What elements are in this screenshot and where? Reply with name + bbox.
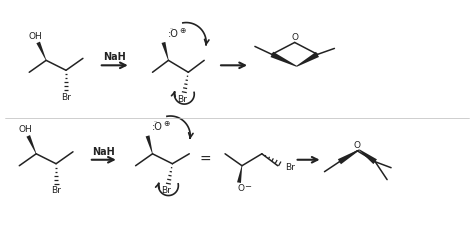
Text: Br: Br [285,163,295,172]
Text: Br: Br [51,186,61,195]
Polygon shape [237,166,242,183]
Text: ..: .. [169,25,173,30]
Text: Br: Br [177,95,187,104]
Polygon shape [359,149,377,164]
Text: ⊕: ⊕ [163,119,170,128]
Text: NaH: NaH [92,147,115,157]
Polygon shape [36,42,46,60]
Text: O: O [291,33,298,42]
Polygon shape [338,149,360,164]
Text: :O: :O [168,29,179,38]
Text: OH: OH [28,32,42,41]
Text: Br: Br [162,186,172,195]
Text: O: O [354,141,361,150]
Text: ⊕: ⊕ [179,26,185,35]
Polygon shape [146,135,153,154]
Text: NaH: NaH [103,52,126,62]
Text: ..: .. [154,118,157,123]
Text: =: = [200,153,211,167]
Polygon shape [162,42,169,60]
Polygon shape [271,52,297,67]
Polygon shape [296,52,319,67]
Text: −: − [245,182,251,191]
Polygon shape [27,135,36,154]
Text: Br: Br [61,93,71,102]
Text: O: O [237,184,245,193]
Text: :O: :O [152,122,163,132]
Text: OH: OH [18,125,32,135]
